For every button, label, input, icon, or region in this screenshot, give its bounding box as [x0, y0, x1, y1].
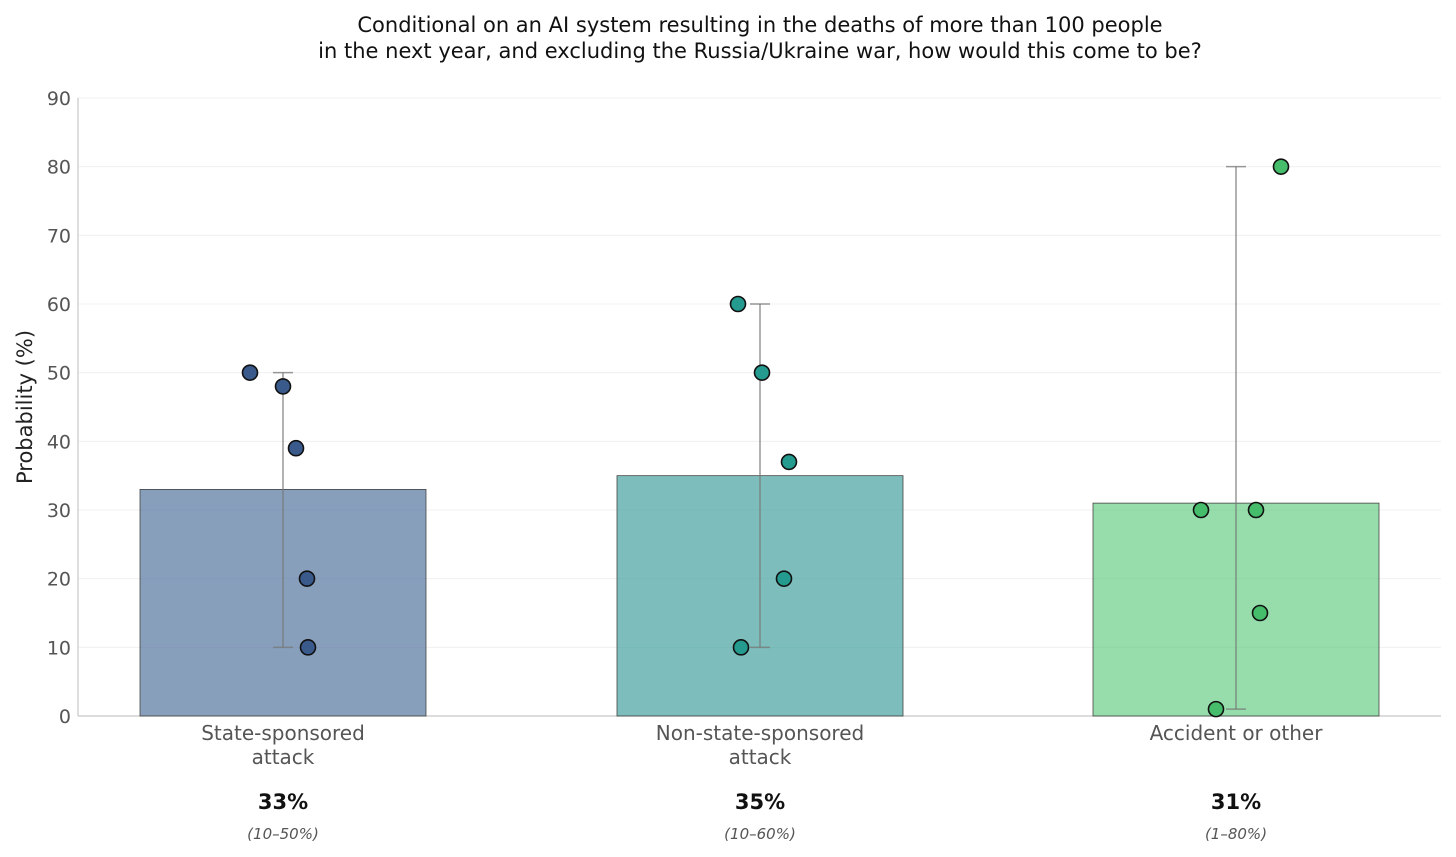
- mean-value-label: 31%: [1211, 790, 1261, 814]
- y-tick-label: 70: [47, 225, 71, 247]
- range-label: (1–80%): [1205, 825, 1267, 843]
- data-point: [1247, 501, 1265, 519]
- x-tick-label: Accident or other: [1150, 721, 1324, 745]
- y-tick-label: 90: [47, 88, 71, 110]
- mean-value-label: 33%: [258, 790, 308, 814]
- y-tick-label: 20: [47, 569, 71, 591]
- x-tick-label: attack: [252, 745, 315, 769]
- data-point: [1192, 501, 1210, 519]
- y-axis-label: Probability (%): [13, 330, 37, 484]
- y-tick-label: 0: [59, 706, 71, 728]
- y-tick-label: 80: [47, 157, 71, 179]
- data-point: [241, 364, 259, 381]
- data-point: [732, 639, 750, 656]
- chart-title-line-1: Conditional on an AI system resulting in…: [357, 13, 1162, 37]
- data-point: [775, 570, 793, 587]
- data-point: [1251, 604, 1269, 622]
- axes: 0 10 20 30 40 50 60 70 80 90: [47, 88, 1441, 728]
- x-tick-label: State-sponsored: [201, 721, 365, 745]
- data-point: [287, 439, 305, 457]
- data-point: [1272, 158, 1290, 175]
- chart-title-line-2: in the next year, and excluding the Russ…: [318, 39, 1202, 63]
- data-point: [753, 364, 771, 381]
- individual-points: [241, 158, 1290, 718]
- x-tick-label: Non-state-sponsored: [656, 721, 864, 745]
- data-point: [1207, 700, 1225, 718]
- chart-title: Conditional on an AI system resulting in…: [318, 13, 1202, 63]
- data-point: [298, 570, 316, 587]
- y-tick-label: 40: [47, 431, 71, 453]
- data-point: [780, 453, 798, 471]
- y-tick-label: 60: [47, 294, 71, 316]
- x-tick-label: attack: [729, 745, 792, 769]
- y-tick-label: 30: [47, 500, 71, 522]
- data-point: [299, 639, 317, 656]
- data-point: [729, 295, 747, 313]
- data-point: [274, 378, 292, 395]
- range-error-bars: [273, 165, 1246, 710]
- y-tick-label: 10: [47, 637, 71, 659]
- y-tick-label: 50: [47, 363, 71, 385]
- range-label: (10–60%): [724, 825, 796, 843]
- category-labels: State-sponsoredattack33%(10–50%)Non-stat…: [201, 721, 1323, 843]
- range-label: (10–50%): [247, 825, 319, 843]
- mean-value-label: 35%: [735, 790, 785, 814]
